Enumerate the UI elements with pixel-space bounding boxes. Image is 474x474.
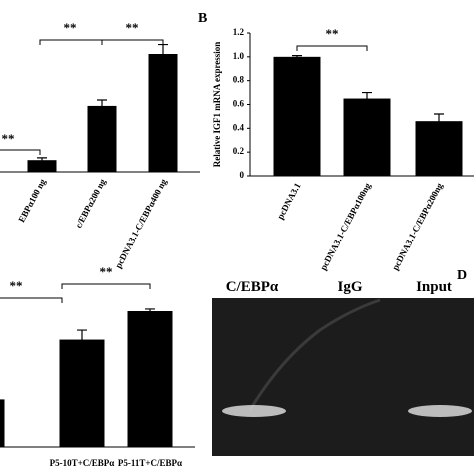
y-axis-title: Relative IGF1 mRNA expression [212, 42, 222, 168]
significance-label: ** [2, 131, 15, 146]
lane-label: C/EBPα [226, 279, 279, 295]
bar [415, 121, 463, 176]
bar [0, 399, 5, 447]
y-tick-label: 0.4 [233, 122, 245, 132]
panel-label: D [457, 268, 467, 283]
y-tick-label: 1.2 [233, 27, 245, 37]
y-tick-label: 0 [240, 170, 245, 180]
bar [59, 339, 105, 447]
panel-label: B [198, 11, 207, 26]
significance-label: ** [64, 20, 77, 35]
y-tick-label: 0.2 [233, 146, 245, 156]
significance-bracket [0, 149, 41, 155]
gel-band [408, 405, 472, 417]
significance-label: ** [126, 20, 139, 35]
x-tick-label: P5-11T+C/EBPα [118, 458, 182, 468]
bar [343, 98, 391, 176]
significance-label: ** [10, 278, 23, 293]
x-tick-label: P5-10T+C/EBPα [50, 458, 115, 468]
bar [273, 56, 321, 177]
bar [27, 160, 57, 172]
error-bar [37, 157, 47, 163]
error-bar [145, 308, 155, 314]
significance-bracket [101, 39, 164, 45]
error-bar [362, 91, 372, 105]
significance-bracket [0, 297, 63, 303]
significance-label: ** [326, 26, 339, 41]
gel-artifact [248, 298, 381, 411]
significance-bracket [296, 45, 368, 51]
y-tick-label: 0.8 [233, 75, 245, 85]
bar [127, 311, 173, 447]
y-tick-label: 1.0 [233, 51, 245, 61]
y-tick-label: 0.6 [233, 99, 245, 109]
error-bar [97, 99, 107, 112]
gel-image [212, 298, 474, 456]
bar [148, 54, 178, 172]
error-bar [434, 113, 444, 129]
significance-label: ** [100, 264, 113, 279]
bar [87, 105, 117, 172]
gel-band [222, 405, 286, 417]
error-bar [77, 329, 87, 350]
lane-label: IgG [337, 279, 362, 295]
lane-label: Input [416, 279, 452, 295]
significance-bracket [61, 283, 151, 289]
error-bar [292, 55, 302, 59]
